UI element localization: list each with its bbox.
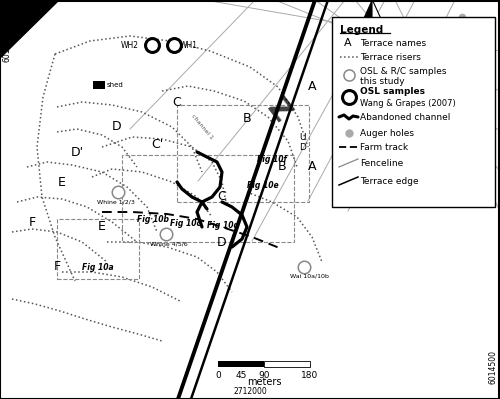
Text: A: A bbox=[308, 81, 316, 93]
Bar bbox=[332, 17, 495, 207]
Text: D: D bbox=[217, 235, 227, 249]
Text: Z: Z bbox=[261, 95, 295, 128]
Text: C: C bbox=[218, 190, 226, 203]
Text: F: F bbox=[54, 261, 60, 273]
Bar bbox=[57, 219, 139, 279]
Text: A: A bbox=[344, 38, 352, 48]
Text: 0: 0 bbox=[215, 371, 221, 380]
Text: channel 1: channel 1 bbox=[190, 114, 214, 140]
Text: B: B bbox=[242, 113, 252, 126]
Text: Legend: Legend bbox=[340, 25, 384, 35]
Text: Fig 10b: Fig 10b bbox=[137, 215, 169, 223]
Bar bbox=[93, 81, 105, 89]
Text: WH1: WH1 bbox=[180, 41, 198, 49]
Text: F: F bbox=[28, 215, 35, 229]
Text: C: C bbox=[172, 95, 182, 109]
Polygon shape bbox=[363, 0, 372, 19]
Text: Wai 10a/10b: Wai 10a/10b bbox=[290, 274, 329, 279]
Text: Fig 10f: Fig 10f bbox=[257, 154, 287, 164]
Text: this study: this study bbox=[360, 77, 405, 85]
Text: Terrace names: Terrace names bbox=[360, 38, 426, 47]
Text: E: E bbox=[58, 176, 66, 188]
Text: Abandoned channel: Abandoned channel bbox=[360, 113, 450, 122]
Text: Terrace edge: Terrace edge bbox=[360, 176, 418, 186]
Polygon shape bbox=[0, 0, 60, 59]
Text: B: B bbox=[278, 160, 286, 174]
Bar bbox=[122, 155, 294, 242]
Bar bbox=[218, 361, 264, 367]
Text: OSL & R/C samples: OSL & R/C samples bbox=[360, 67, 446, 75]
Bar bbox=[177, 105, 309, 202]
Text: Whine 4/5/6: Whine 4/5/6 bbox=[150, 241, 188, 246]
Text: 2712000: 2712000 bbox=[233, 387, 267, 396]
Polygon shape bbox=[372, 0, 381, 19]
Text: E: E bbox=[98, 221, 106, 233]
Text: Whine 1/2/3: Whine 1/2/3 bbox=[97, 199, 135, 204]
Text: 90: 90 bbox=[258, 371, 270, 380]
Text: Wang & Grapes (2007): Wang & Grapes (2007) bbox=[360, 99, 456, 107]
Text: Fig 10d: Fig 10d bbox=[207, 221, 239, 229]
Text: Auger holes: Auger holes bbox=[360, 128, 414, 138]
Text: 6015000: 6015000 bbox=[3, 28, 12, 62]
Text: 45: 45 bbox=[236, 371, 246, 380]
Text: Farm track: Farm track bbox=[360, 142, 408, 152]
Text: Fig 10c: Fig 10c bbox=[170, 219, 201, 229]
Text: Fig 10a: Fig 10a bbox=[82, 263, 114, 271]
Text: Fenceline: Fenceline bbox=[360, 158, 403, 168]
Text: 6014500: 6014500 bbox=[488, 350, 497, 384]
Text: U: U bbox=[300, 132, 306, 142]
Text: Terrace risers: Terrace risers bbox=[360, 53, 421, 61]
Text: WH2: WH2 bbox=[121, 41, 139, 49]
Bar bbox=[264, 361, 310, 367]
Text: D: D bbox=[112, 120, 122, 134]
Text: meters: meters bbox=[247, 377, 281, 387]
Text: C': C' bbox=[151, 138, 163, 150]
Text: 180: 180 bbox=[302, 371, 318, 380]
Text: OSL samples: OSL samples bbox=[360, 87, 425, 95]
Text: Fig 10e: Fig 10e bbox=[247, 180, 278, 190]
Text: D': D' bbox=[70, 146, 84, 158]
Text: A: A bbox=[308, 160, 316, 174]
Text: shed: shed bbox=[107, 82, 124, 88]
Text: D: D bbox=[300, 142, 306, 152]
